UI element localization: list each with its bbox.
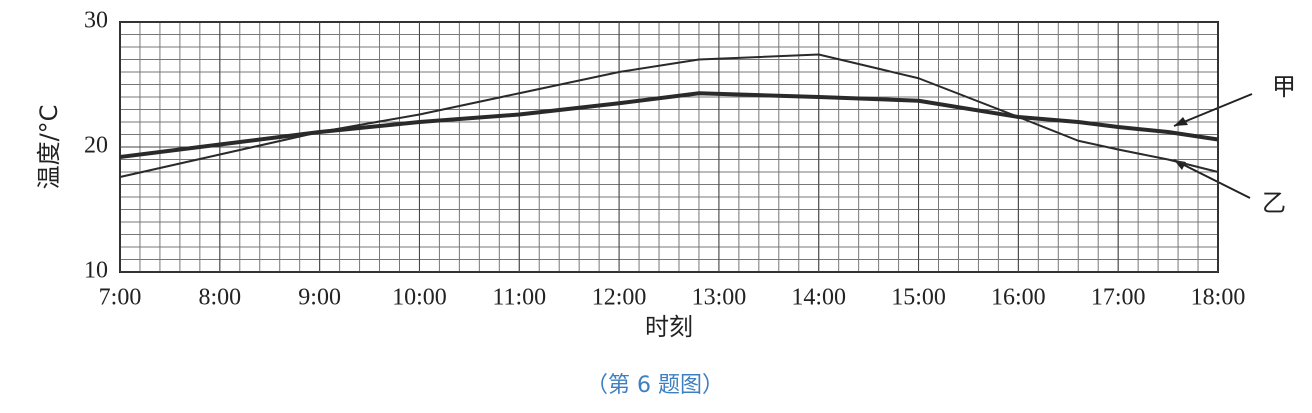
x-tick-label: 16:00 bbox=[991, 285, 1046, 311]
x-tick-label: 14:00 bbox=[791, 285, 846, 311]
caption: （第 6 题图） bbox=[586, 373, 724, 398]
x-tick-label: 7:00 bbox=[99, 285, 142, 311]
arrow-head bbox=[1174, 117, 1188, 126]
x-tick-label: 9:00 bbox=[298, 285, 341, 311]
x-tick-label: 13:00 bbox=[692, 285, 747, 311]
x-tick-label: 8:00 bbox=[198, 285, 241, 311]
x-tick-label: 12:00 bbox=[592, 285, 647, 311]
series-label: 乙 bbox=[1262, 189, 1286, 217]
y-tick-label: 30 bbox=[84, 8, 108, 34]
x-tick-label: 17:00 bbox=[1091, 285, 1146, 311]
x-tick-label: 15:00 bbox=[891, 285, 946, 311]
annotation-arrow bbox=[1173, 159, 1251, 199]
x-tick-label: 11:00 bbox=[492, 285, 546, 311]
x-tick-label: 10:00 bbox=[392, 285, 447, 311]
x-tick-label: 18:00 bbox=[1191, 285, 1246, 311]
series-line bbox=[119, 91, 1219, 159]
y-tick-label: 20 bbox=[84, 133, 108, 159]
x-axis-label: 时刻 bbox=[645, 313, 693, 341]
annotation-arrow bbox=[1173, 93, 1253, 127]
series-label: 甲 bbox=[1272, 73, 1296, 101]
y-axis-label: 温度/°C bbox=[35, 105, 63, 190]
y-tick-label: 10 bbox=[84, 258, 108, 284]
series-line bbox=[119, 53, 1219, 178]
